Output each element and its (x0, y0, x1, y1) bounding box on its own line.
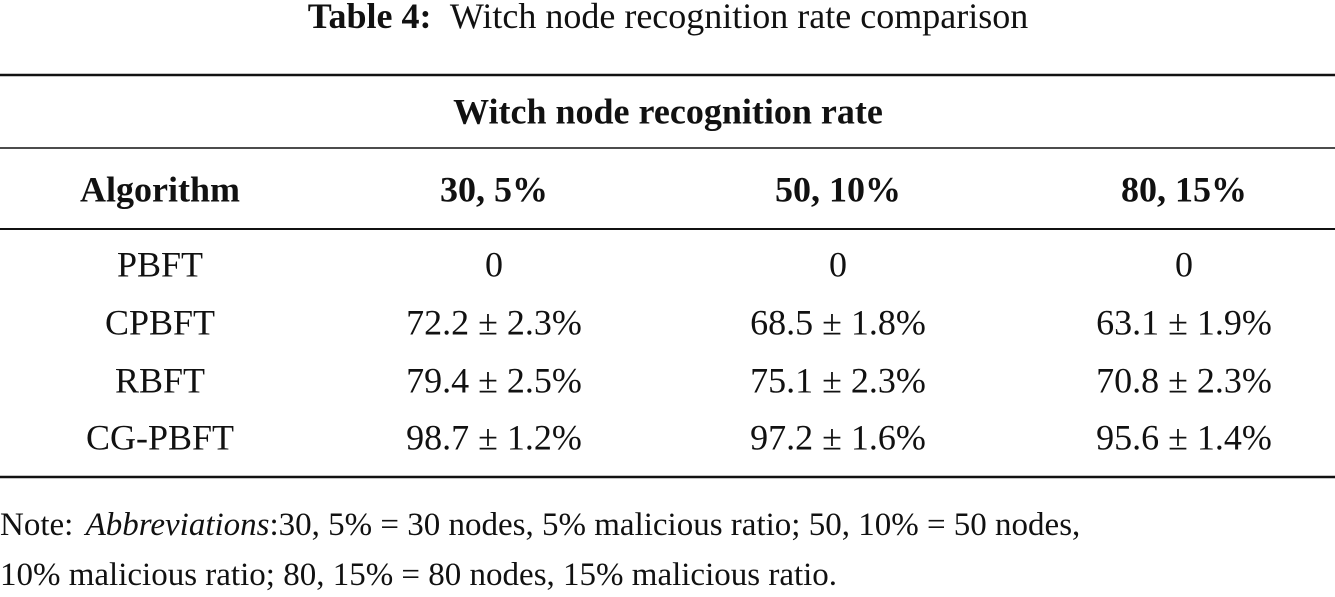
caption-label: Table 4: (308, 0, 432, 36)
cell: 98.7 ± 1.2% (406, 417, 582, 457)
cell: 0 (485, 244, 503, 284)
row-label: PBFT (117, 244, 203, 284)
cell: 0 (829, 244, 847, 284)
row-label: CG-PBFT (86, 417, 234, 457)
caption-text: Witch node recognition rate comparison (450, 0, 1028, 36)
cell: 75.1 ± 2.3% (750, 360, 926, 400)
row-label: RBFT (115, 360, 205, 400)
cell: 79.4 ± 2.5% (406, 360, 582, 400)
column-header: 80, 15% (1121, 169, 1247, 209)
note: Note: Abbreviations:30, 5% = 30 nodes, 5… (0, 507, 1089, 593)
column-header: Algorithm (80, 169, 240, 209)
column-header: 50, 10% (775, 169, 901, 209)
note-line: :30, 5% = 30 nodes, 5% malicious ratio; … (270, 507, 1081, 543)
row-label: CPBFT (105, 302, 215, 342)
cell: 97.2 ± 1.6% (750, 417, 926, 457)
note-line: 10% malicious ratio; 80, 15% = 80 nodes,… (0, 557, 837, 593)
cell: 68.5 ± 1.8% (750, 302, 926, 342)
note-label: Note: (0, 507, 73, 543)
cell: 70.8 ± 2.3% (1096, 360, 1272, 400)
group-header: Witch node recognition rate (453, 91, 883, 131)
cell: 95.6 ± 1.4% (1096, 417, 1272, 457)
column-header: 30, 5% (440, 169, 548, 209)
cell: 72.2 ± 2.3% (406, 302, 582, 342)
cell: 0 (1175, 244, 1193, 284)
cell: 63.1 ± 1.9% (1096, 302, 1272, 342)
note-emphasis: Abbreviations (84, 507, 270, 543)
caption: Table 4: Witch node recognition rate com… (308, 0, 1028, 36)
